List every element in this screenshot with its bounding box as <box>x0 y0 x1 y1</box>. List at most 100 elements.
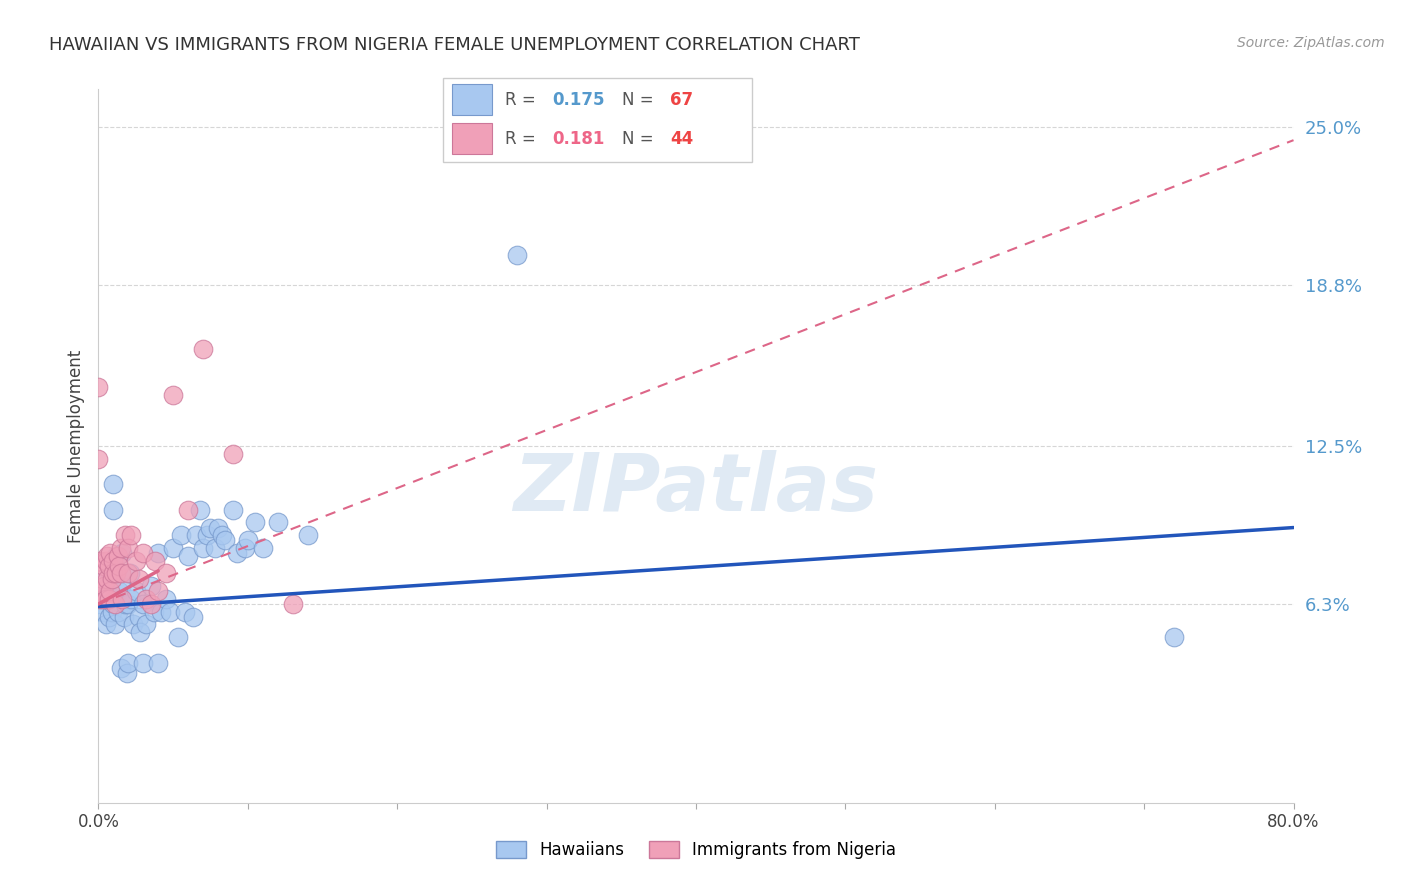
Point <box>103 597 125 611</box>
Point <box>214 533 236 548</box>
Point <box>94 591 117 606</box>
Point <box>87 380 110 394</box>
Text: Source: ZipAtlas.com: Source: ZipAtlas.com <box>1237 36 1385 50</box>
Point <box>135 617 157 632</box>
Point <box>117 597 139 611</box>
Point <box>93 574 115 588</box>
Point <box>155 566 177 581</box>
Point <box>105 566 128 581</box>
Point <box>188 502 211 516</box>
Text: ZIPatlas: ZIPatlas <box>513 450 879 528</box>
Point <box>91 591 114 606</box>
Point <box>222 447 245 461</box>
Point <box>191 541 214 555</box>
Point <box>114 597 136 611</box>
Text: HAWAIIAN VS IMMIGRANTS FROM NIGERIA FEMALE UNEMPLOYMENT CORRELATION CHART: HAWAIIAN VS IMMIGRANTS FROM NIGERIA FEMA… <box>49 36 860 54</box>
Point <box>139 597 162 611</box>
Point <box>150 605 173 619</box>
Point <box>281 597 304 611</box>
Point <box>143 554 166 568</box>
Point <box>103 566 125 581</box>
Point <box>162 541 184 555</box>
Point <box>104 597 127 611</box>
Point <box>107 549 129 563</box>
Point <box>93 558 115 573</box>
Point <box>103 477 125 491</box>
Point <box>91 605 114 619</box>
Point <box>96 579 118 593</box>
Point <box>117 566 139 581</box>
Point <box>120 591 142 606</box>
Point <box>89 554 111 568</box>
Point <box>252 541 274 555</box>
Point <box>226 546 249 560</box>
Text: N =: N = <box>623 129 654 147</box>
Text: R =: R = <box>505 91 536 109</box>
Point <box>98 546 122 560</box>
Point <box>245 516 267 530</box>
Point <box>94 554 117 568</box>
Point <box>148 656 170 670</box>
Point <box>96 549 118 563</box>
Point <box>129 625 152 640</box>
Point <box>103 554 125 568</box>
Text: N =: N = <box>623 91 654 109</box>
Point <box>197 528 219 542</box>
Point <box>128 572 150 586</box>
Point <box>174 605 197 619</box>
Point <box>222 502 245 516</box>
Point <box>111 591 134 606</box>
Text: 0.181: 0.181 <box>553 129 605 147</box>
Point <box>181 609 204 624</box>
FancyBboxPatch shape <box>443 78 752 162</box>
Point <box>120 528 142 542</box>
Point <box>169 528 191 542</box>
Point <box>184 528 207 542</box>
Point <box>166 630 188 644</box>
Point <box>90 584 112 599</box>
Point <box>105 549 128 563</box>
Point <box>96 572 118 586</box>
Text: R =: R = <box>505 129 536 147</box>
Point <box>110 566 132 581</box>
Point <box>139 579 162 593</box>
Point <box>162 388 184 402</box>
Point <box>132 597 155 611</box>
Point <box>107 605 129 619</box>
Point <box>98 566 122 581</box>
Point <box>132 656 155 670</box>
Text: 67: 67 <box>671 91 693 109</box>
Point <box>236 533 259 548</box>
Point <box>297 528 319 542</box>
Point <box>104 617 127 632</box>
Point <box>148 584 170 599</box>
Point <box>128 609 150 624</box>
Point <box>98 584 122 599</box>
Point <box>89 597 111 611</box>
Point <box>101 605 124 619</box>
Point <box>211 528 233 542</box>
Point <box>117 656 139 670</box>
Y-axis label: Female Unemployment: Female Unemployment <box>66 350 84 542</box>
Point <box>506 248 529 262</box>
Point <box>132 546 155 560</box>
Point <box>155 591 177 606</box>
Point <box>94 591 117 606</box>
Point <box>148 546 170 560</box>
Point <box>125 584 148 599</box>
Point <box>204 541 226 555</box>
Bar <box>453 123 492 153</box>
Point <box>91 572 114 586</box>
Point <box>177 549 200 563</box>
Point <box>177 502 200 516</box>
Point <box>114 528 136 542</box>
Point <box>89 591 111 606</box>
Point <box>1163 630 1185 644</box>
Point <box>191 342 214 356</box>
Point <box>110 579 132 593</box>
Point <box>103 502 125 516</box>
Point <box>142 605 165 619</box>
Point <box>115 665 138 680</box>
Point <box>121 617 143 632</box>
Point <box>87 591 110 606</box>
